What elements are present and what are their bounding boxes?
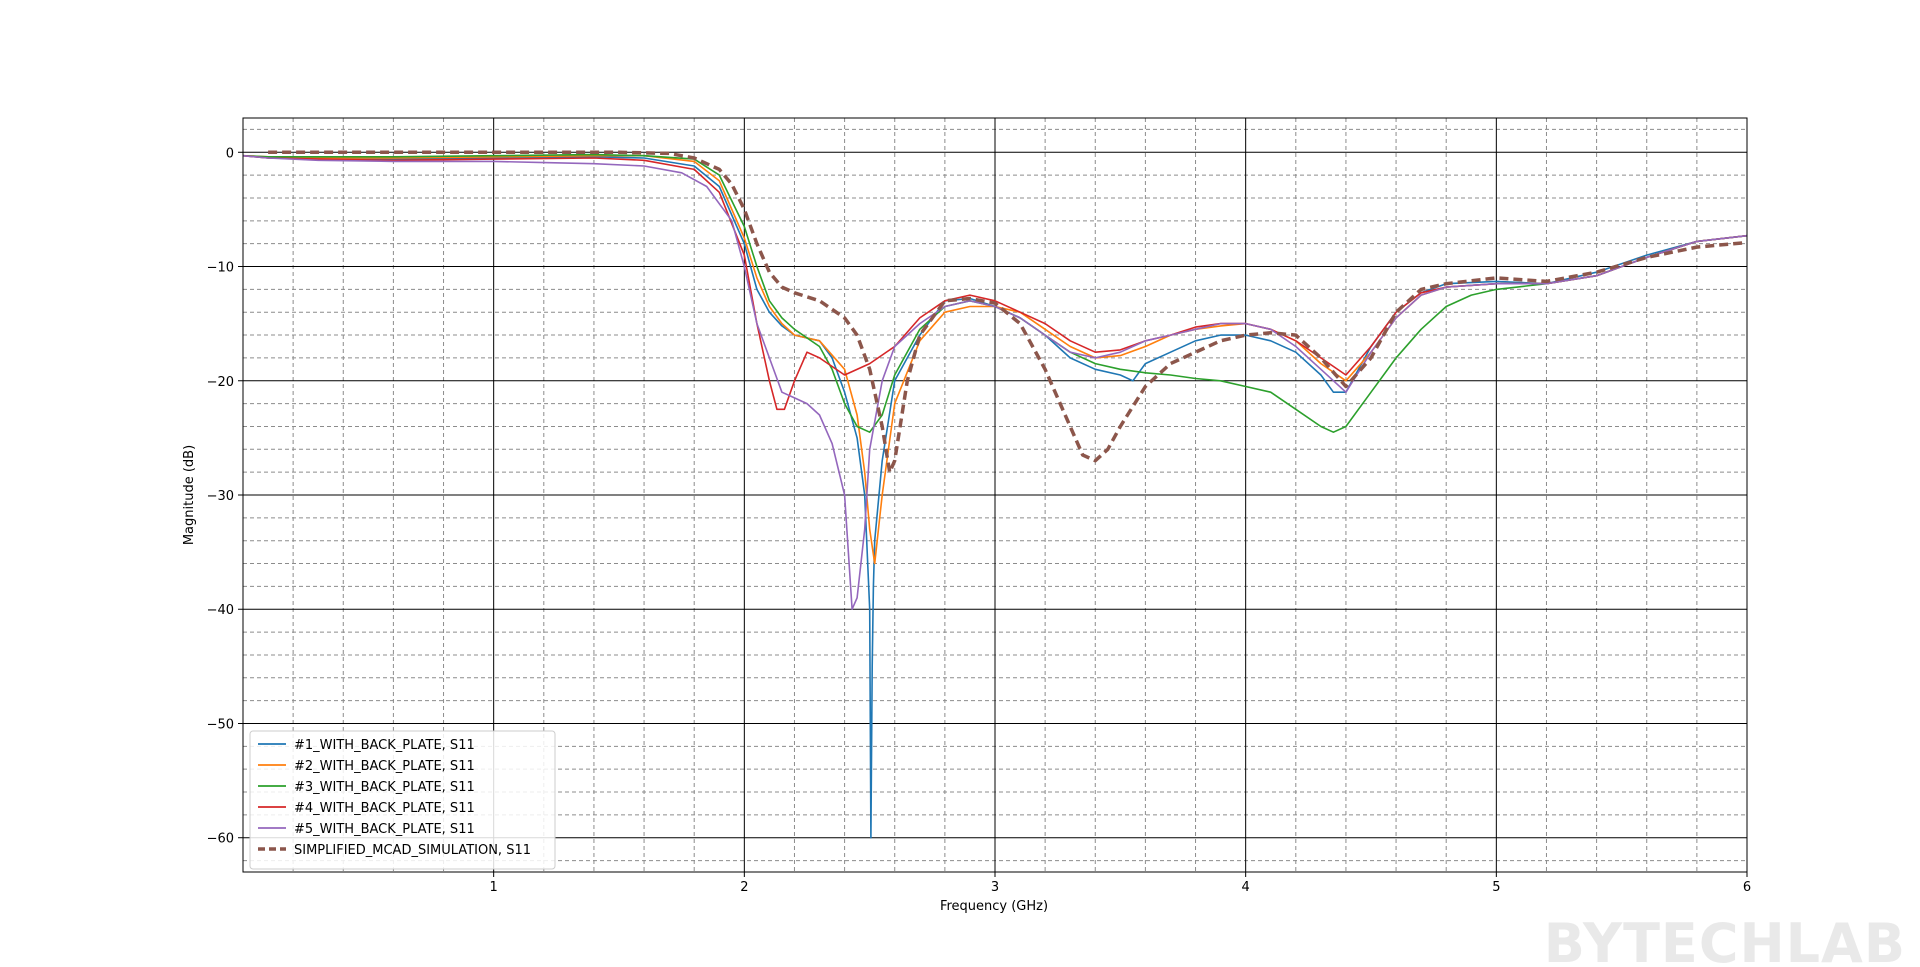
x-tick-label: 6 (1743, 880, 1751, 895)
x-tick-label: 4 (1242, 880, 1250, 895)
y-tick-label: −50 (207, 717, 234, 732)
x-tick-label: 1 (490, 880, 498, 895)
x-axis-ticks: 1 2 3 4 5 6 (490, 872, 1751, 895)
legend-label-5: #5_WITH_BACK_PLATE, S11 (294, 822, 475, 837)
y-tick-label: −30 (207, 489, 234, 504)
y-tick-label: −10 (207, 261, 234, 276)
x-tick-label: 5 (1492, 880, 1500, 895)
legend: #1_WITH_BACK_PLATE, S11 #2_WITH_BACK_PLAT… (249, 730, 556, 870)
watermark-text: BYTECHLAB (1544, 912, 1906, 967)
x-tick-label: 3 (991, 880, 999, 895)
legend-label-3: #3_WITH_BACK_PLATE, S11 (294, 780, 475, 795)
y-tick-label: 0 (226, 146, 234, 161)
y-axis-ticks: 0 −10 −20 −30 −40 −50 −60 (207, 146, 243, 847)
y-axis-label: Magnitude (dB) (182, 445, 197, 545)
legend-label-2: #2_WITH_BACK_PLATE, S11 (294, 759, 475, 774)
plot-series-group (243, 150, 1747, 839)
series-line-1 (243, 154, 1747, 839)
y-tick-label: −60 (207, 832, 234, 847)
legend-box (249, 730, 556, 870)
legend-label-4: #4_WITH_BACK_PLATE, S11 (294, 801, 475, 816)
x-tick-label: 2 (740, 880, 748, 895)
legend-label-6: SIMPLIFIED_MCAD_SIMULATION, S11 (294, 843, 531, 858)
y-tick-label: −40 (207, 603, 234, 618)
y-tick-label: −20 (207, 375, 234, 390)
legend-label-1: #1_WITH_BACK_PLATE, S11 (294, 738, 475, 753)
x-axis-label: Frequency (GHz) (940, 899, 1048, 914)
